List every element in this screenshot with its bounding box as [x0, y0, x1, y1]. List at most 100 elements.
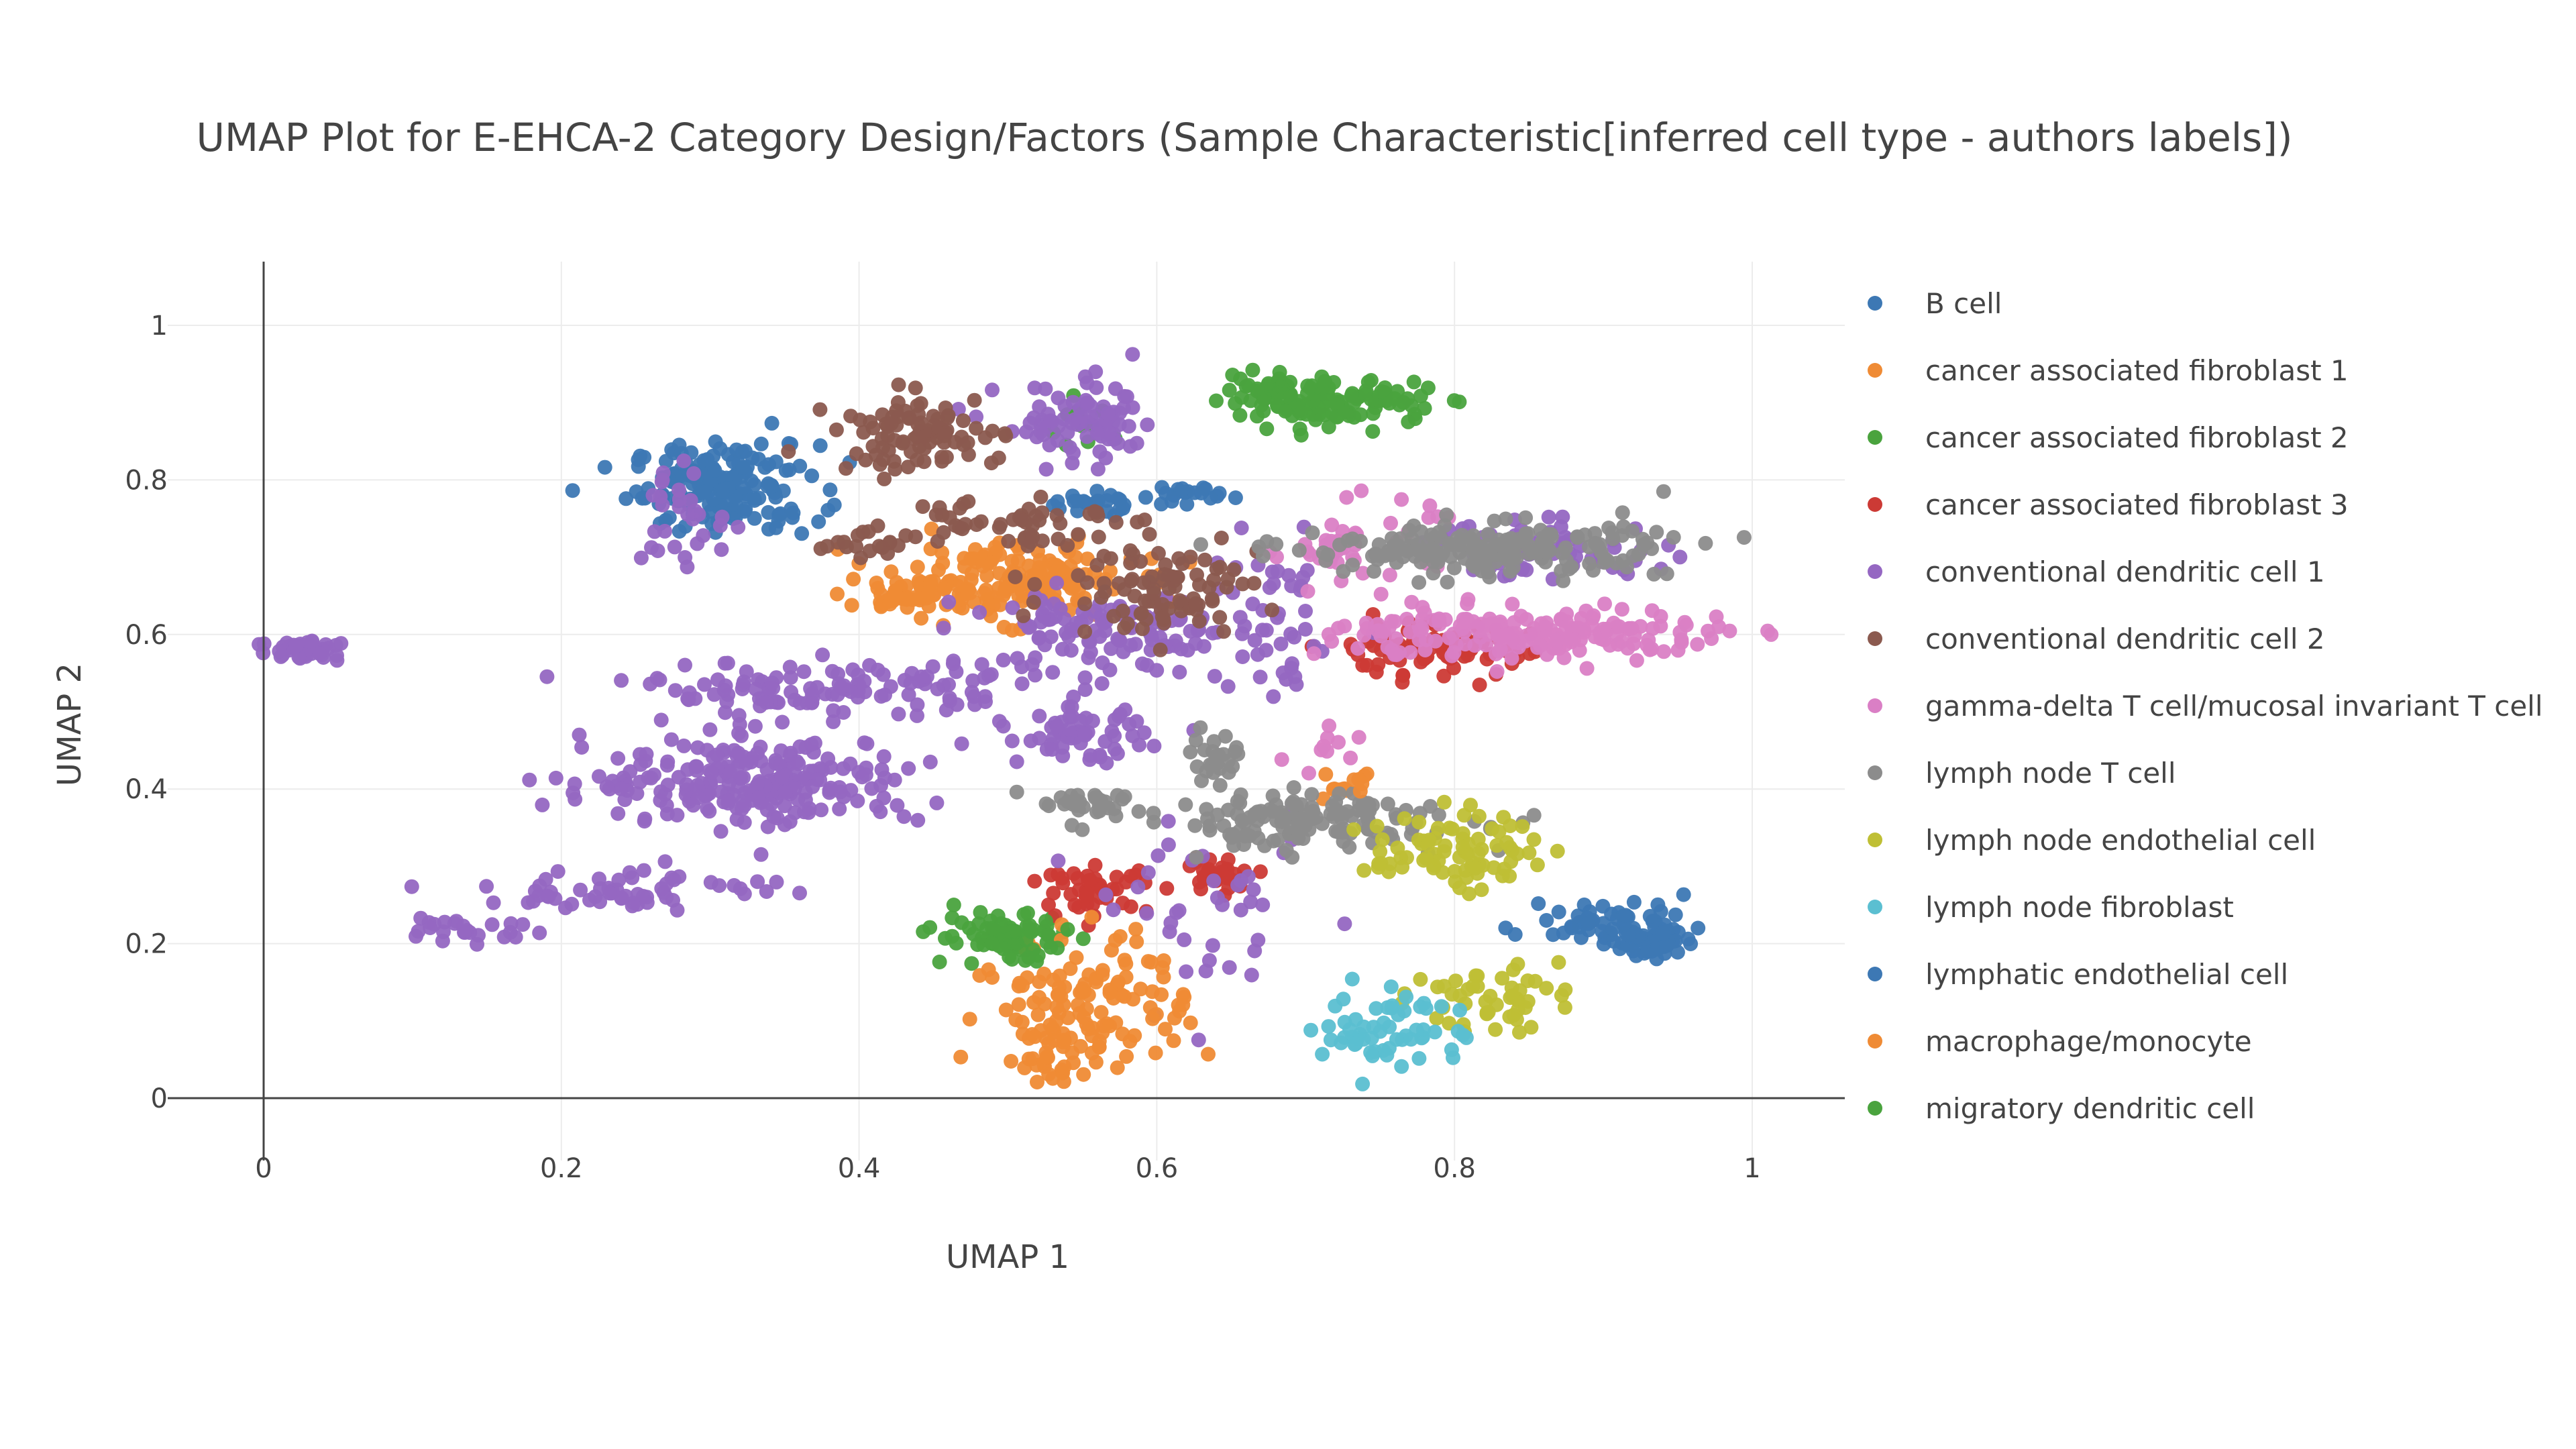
data-point — [1053, 516, 1068, 531]
data-point — [1081, 873, 1096, 888]
data-point — [992, 547, 1008, 562]
legend-item[interactable]: cancer associated fibroblast 3 — [1868, 488, 2349, 521]
data-point — [1110, 788, 1125, 803]
y-tick-label: 1 — [151, 311, 168, 341]
data-point — [1306, 646, 1322, 661]
data-point — [1094, 676, 1110, 691]
data-point — [1011, 588, 1026, 604]
data-point — [1110, 1060, 1125, 1075]
legend-item[interactable]: cancer associated fibroblast 1 — [1868, 354, 2349, 387]
data-point — [1418, 851, 1434, 866]
data-point — [1269, 797, 1284, 812]
data-point — [914, 669, 929, 684]
data-point — [993, 932, 1008, 948]
data-point — [597, 460, 612, 475]
data-point — [828, 422, 844, 437]
data-point — [717, 655, 733, 671]
data-point — [1653, 619, 1668, 634]
legend-item[interactable]: lymph node fibroblast — [1868, 891, 2234, 924]
data-point — [1228, 490, 1243, 505]
data-point — [1373, 586, 1389, 602]
y-axis-title: UMAP 2 — [51, 663, 89, 786]
legend-marker — [1868, 698, 1882, 713]
data-point — [1055, 748, 1071, 763]
data-point — [1060, 922, 1075, 937]
data-point — [1466, 528, 1481, 543]
data-point — [1016, 608, 1031, 623]
data-point — [503, 916, 519, 931]
data-point — [1471, 808, 1487, 824]
data-point — [1015, 1026, 1030, 1042]
data-point — [1071, 527, 1086, 542]
data-point — [1106, 902, 1121, 918]
data-point — [696, 528, 711, 543]
data-point — [678, 550, 693, 565]
legend-item[interactable]: macrophage/monocyte — [1868, 1025, 2252, 1058]
data-point — [846, 572, 861, 587]
data-point — [1558, 540, 1573, 555]
legend-item[interactable]: lymph node T cell — [1868, 757, 2176, 790]
data-point — [1207, 669, 1222, 684]
legend-item[interactable]: gamma-delta T cell/mucosal invariant T c… — [1868, 690, 2543, 722]
data-point — [1609, 555, 1624, 571]
data-point — [751, 790, 766, 805]
data-point — [1032, 708, 1047, 724]
legend-label: cancer associated fibroblast 3 — [1925, 488, 2349, 521]
data-point — [688, 759, 704, 774]
legend-item[interactable]: conventional dendritic cell 2 — [1868, 623, 2325, 655]
data-point — [1159, 881, 1175, 896]
legend-item[interactable]: migratory dendritic cell — [1868, 1092, 2255, 1125]
data-point — [1470, 968, 1485, 983]
data-point — [916, 454, 932, 470]
data-point — [1004, 1054, 1019, 1069]
legend-item[interactable]: lymphatic endothelial cell — [1868, 958, 2288, 991]
data-point — [1018, 932, 1034, 948]
data-point — [1436, 794, 1452, 810]
data-point — [1500, 547, 1515, 563]
legend-label: B cell — [1925, 287, 2002, 320]
data-point — [1520, 973, 1536, 988]
legend-item[interactable]: conventional dendritic cell 1 — [1868, 555, 2325, 588]
data-point — [1442, 820, 1457, 836]
data-point — [1556, 650, 1572, 665]
data-point — [804, 468, 820, 484]
data-point — [641, 770, 656, 786]
data-point — [923, 576, 938, 592]
data-point — [423, 920, 438, 935]
data-point — [972, 968, 987, 983]
legend-item[interactable]: lymph node endothelial cell — [1868, 824, 2316, 857]
data-point — [1037, 996, 1053, 1012]
data-point — [1084, 910, 1099, 925]
data-point — [1602, 638, 1617, 653]
data-point — [1136, 725, 1152, 741]
data-point — [1152, 642, 1168, 657]
legend-item[interactable]: cancer associated fibroblast 2 — [1868, 421, 2349, 454]
data-point — [479, 879, 494, 894]
data-point — [1509, 626, 1524, 641]
legend-item[interactable]: B cell — [1868, 287, 2002, 320]
data-point — [1005, 600, 1020, 615]
data-point — [574, 740, 590, 755]
data-point — [1678, 617, 1694, 633]
data-point — [1690, 637, 1705, 652]
data-point — [1346, 822, 1362, 837]
legend-marker — [1868, 900, 1882, 914]
data-point — [1053, 989, 1069, 1004]
data-point — [934, 453, 950, 469]
data-point — [955, 521, 970, 537]
data-point — [1034, 533, 1050, 549]
data-point — [949, 664, 964, 680]
legend: B cell cancer associated fibroblast 1 canc… — [1868, 287, 2543, 1125]
data-point — [1517, 1000, 1533, 1015]
data-point — [899, 592, 914, 607]
data-point — [1246, 882, 1261, 898]
data-point — [1172, 1004, 1187, 1019]
data-point — [1044, 742, 1060, 757]
data-point — [850, 690, 865, 705]
data-point — [1564, 920, 1579, 936]
data-point — [1183, 549, 1198, 565]
data-point — [1080, 395, 1095, 411]
data-point — [1009, 754, 1024, 769]
data-point — [688, 691, 703, 706]
data-point — [1189, 849, 1204, 865]
